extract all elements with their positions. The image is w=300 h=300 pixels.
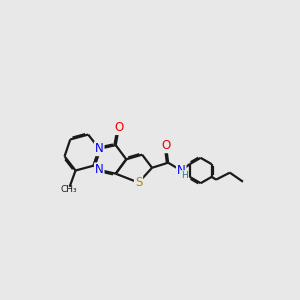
Text: O: O [161, 139, 171, 152]
Text: S: S [135, 176, 142, 189]
Text: N: N [95, 164, 103, 176]
Text: CH₃: CH₃ [60, 185, 77, 194]
Text: H: H [181, 171, 188, 180]
Text: N: N [95, 142, 103, 155]
Text: N: N [177, 164, 186, 177]
Text: O: O [114, 121, 124, 134]
